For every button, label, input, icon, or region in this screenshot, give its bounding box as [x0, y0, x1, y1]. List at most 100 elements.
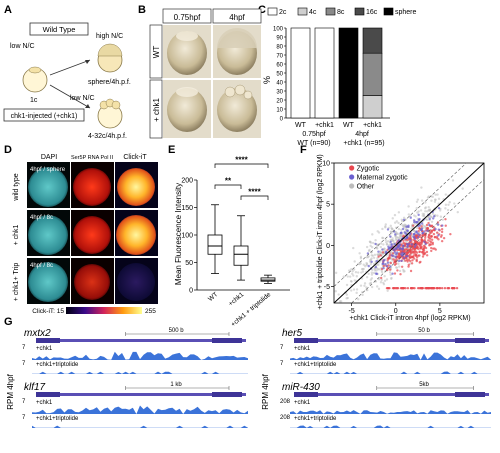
f-point — [350, 289, 353, 292]
f-point — [383, 279, 387, 283]
coverage-chk1 — [290, 352, 491, 360]
scale-label: 500 b — [169, 328, 185, 334]
f-point — [419, 260, 422, 264]
f-point — [377, 231, 381, 234]
cleavage-stage-label: 4-32c/4h.p.f. — [88, 133, 127, 140]
f-point — [411, 259, 414, 262]
f-point — [363, 282, 367, 285]
panel-b-col-2: 4hpf — [229, 13, 245, 22]
f-point — [407, 242, 411, 246]
e-y-tick-label: 200 — [181, 178, 193, 185]
f-point — [398, 269, 402, 273]
f-point — [406, 238, 409, 242]
panel-c-group-1: 0.75hpf — [302, 131, 325, 138]
f-point — [405, 225, 408, 228]
f-point — [433, 200, 437, 203]
f-point — [400, 218, 403, 221]
f-point — [396, 286, 400, 290]
f-point — [350, 272, 354, 276]
f-point — [431, 212, 435, 215]
f-point — [351, 269, 354, 273]
c-bar-segment-4c — [362, 95, 383, 119]
f-point — [386, 261, 390, 264]
coverage-triptolide — [290, 425, 491, 428]
f-point — [431, 241, 435, 244]
f-point — [419, 209, 423, 212]
f-point — [404, 232, 407, 235]
f-point — [422, 246, 426, 250]
c-x-tick-label: +chk1 — [315, 122, 334, 129]
f-point — [404, 286, 407, 290]
f-point — [406, 251, 410, 255]
f-point — [382, 243, 385, 246]
panel-d-col-2: Ser5P RNA Pol II — [71, 155, 114, 161]
f-point — [360, 268, 364, 271]
f-point — [456, 210, 459, 214]
panel-c-xlabels: WT +chk1 WT +chk1 — [295, 122, 382, 129]
f-point — [447, 203, 450, 206]
f-point — [431, 247, 435, 250]
f-point — [430, 231, 433, 234]
track-ymax: 7 — [280, 361, 284, 367]
f-point — [424, 246, 428, 250]
f-point — [400, 265, 404, 268]
track-ymax: 7 — [22, 415, 26, 421]
f-point — [404, 242, 407, 245]
f-point — [432, 286, 436, 290]
f-point — [412, 251, 415, 254]
f-point — [402, 244, 405, 248]
panel-letter-c: C — [258, 4, 266, 16]
f-point — [370, 273, 374, 276]
f-point — [363, 284, 366, 287]
f-point — [345, 283, 349, 287]
track-mxtx2: mxtx2 500 b 7 +chk1 7 +chk1+triptolide — [22, 328, 248, 374]
e-sig-label: **** — [248, 188, 261, 197]
one-cell-label: 1c — [30, 97, 38, 104]
f-point — [417, 254, 421, 257]
f-point — [442, 236, 446, 240]
f-point — [426, 210, 429, 213]
f-point — [367, 249, 371, 253]
chk1-injected-box — [3, 108, 85, 122]
f-point — [375, 259, 378, 263]
f-point — [396, 269, 399, 272]
f-legend-label: Maternal zygotic — [357, 175, 408, 182]
f-point — [370, 285, 374, 289]
f-point — [414, 243, 418, 246]
f-point — [410, 243, 414, 246]
panel-letter-b: B — [138, 4, 146, 16]
panel-d-stage-1: 4hpf / sphere — [30, 167, 66, 173]
f-point — [379, 276, 383, 280]
f-point — [420, 225, 423, 228]
f-point — [395, 258, 398, 261]
f-point — [395, 251, 399, 254]
f-point — [386, 228, 390, 231]
f-point — [449, 232, 452, 236]
f-point — [416, 236, 420, 239]
gene-name: miR-430 — [282, 382, 320, 393]
f-point — [436, 214, 439, 217]
f-y-tick-label: 5 — [326, 202, 330, 209]
f-point — [437, 197, 441, 201]
gene-name: klf17 — [24, 382, 46, 393]
f-point — [382, 267, 385, 270]
e-box — [260, 277, 276, 282]
f-point — [412, 214, 416, 217]
panel-d-row-1: wild type — [13, 173, 20, 201]
f-point — [399, 273, 402, 276]
high-nc-label: high N/C — [96, 33, 123, 40]
f-point — [410, 248, 414, 251]
track-klf17: klf17 1 kb 7 +chk1 7 +chk1+triptolide — [22, 382, 248, 428]
f-point — [377, 255, 380, 258]
f-point — [397, 245, 401, 248]
f-point — [428, 217, 431, 221]
f-point — [407, 224, 410, 227]
f-point — [414, 234, 418, 237]
f-point — [428, 234, 431, 237]
f-point — [370, 271, 374, 274]
f-point — [437, 228, 441, 231]
f-point — [337, 293, 340, 296]
f-point — [375, 272, 379, 276]
f-point — [424, 242, 427, 246]
